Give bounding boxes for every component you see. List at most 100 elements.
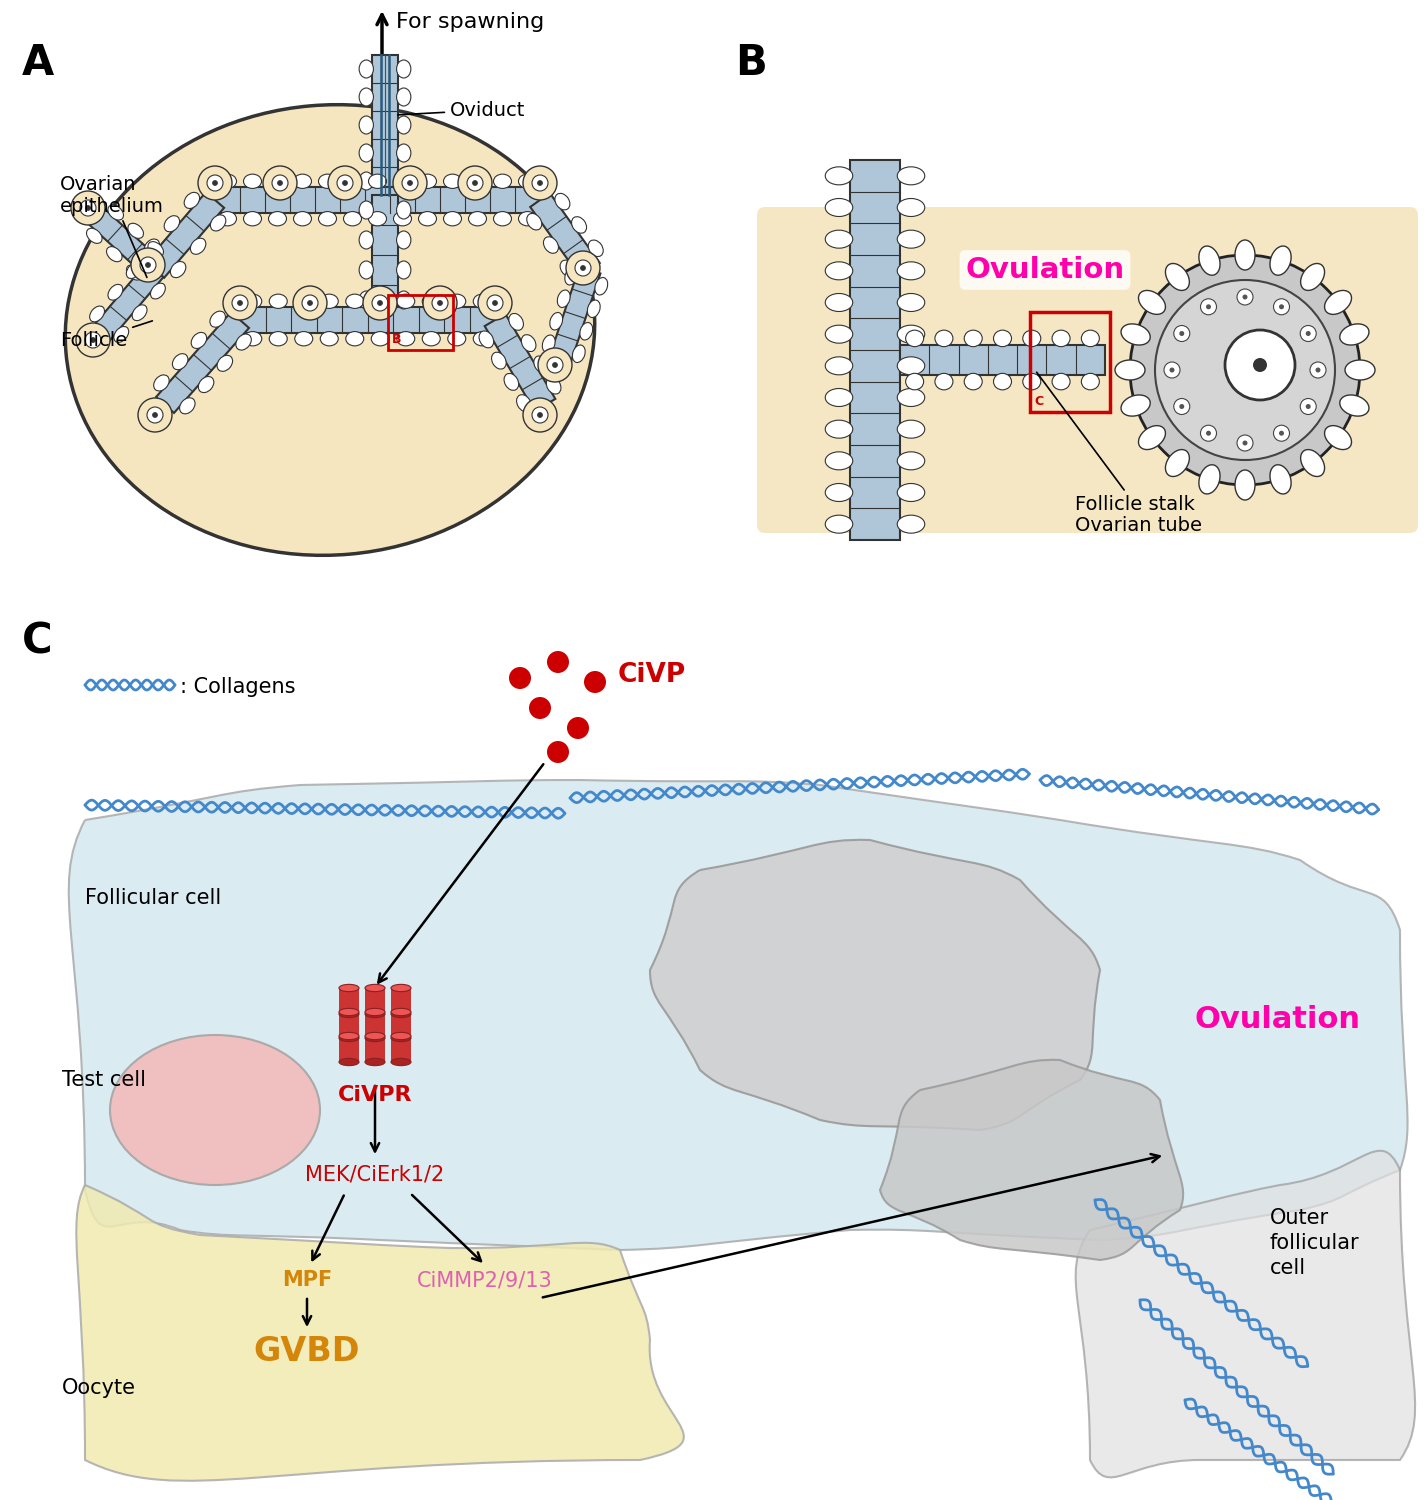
Circle shape bbox=[538, 348, 572, 382]
Ellipse shape bbox=[164, 216, 179, 232]
Ellipse shape bbox=[826, 262, 853, 280]
Ellipse shape bbox=[544, 237, 558, 254]
Ellipse shape bbox=[1270, 246, 1292, 274]
Ellipse shape bbox=[521, 334, 535, 351]
Circle shape bbox=[1243, 294, 1247, 300]
Ellipse shape bbox=[393, 211, 412, 226]
Circle shape bbox=[91, 338, 95, 342]
Circle shape bbox=[1179, 332, 1185, 336]
Text: C: C bbox=[1034, 394, 1044, 408]
Text: C: C bbox=[21, 620, 53, 662]
Bar bbox=[365, 1013, 384, 1038]
Ellipse shape bbox=[473, 332, 491, 346]
Ellipse shape bbox=[478, 332, 494, 348]
Circle shape bbox=[1173, 399, 1190, 414]
Ellipse shape bbox=[1081, 374, 1099, 390]
Ellipse shape bbox=[269, 211, 286, 226]
Circle shape bbox=[533, 176, 548, 190]
Text: Follicle: Follicle bbox=[60, 321, 152, 350]
Circle shape bbox=[224, 286, 256, 320]
Ellipse shape bbox=[897, 294, 924, 312]
Ellipse shape bbox=[580, 322, 592, 340]
Polygon shape bbox=[91, 262, 164, 342]
Ellipse shape bbox=[508, 314, 524, 330]
Circle shape bbox=[459, 166, 493, 200]
Circle shape bbox=[293, 286, 328, 320]
Ellipse shape bbox=[184, 192, 199, 208]
Circle shape bbox=[308, 300, 312, 306]
Ellipse shape bbox=[396, 231, 412, 249]
Ellipse shape bbox=[191, 238, 206, 255]
Ellipse shape bbox=[826, 452, 853, 470]
Ellipse shape bbox=[295, 332, 313, 346]
Circle shape bbox=[1279, 304, 1284, 309]
Ellipse shape bbox=[897, 262, 924, 280]
Polygon shape bbox=[530, 194, 600, 278]
Text: CiVPR: CiVPR bbox=[337, 1084, 413, 1106]
Circle shape bbox=[1200, 298, 1216, 315]
Ellipse shape bbox=[897, 198, 924, 216]
Ellipse shape bbox=[396, 116, 412, 134]
Text: Follicular cell: Follicular cell bbox=[85, 888, 221, 908]
Polygon shape bbox=[157, 312, 249, 413]
Circle shape bbox=[508, 668, 531, 688]
Ellipse shape bbox=[1121, 394, 1151, 416]
Ellipse shape bbox=[897, 326, 924, 344]
Ellipse shape bbox=[897, 420, 924, 438]
Ellipse shape bbox=[1346, 360, 1376, 380]
Ellipse shape bbox=[826, 357, 853, 375]
Ellipse shape bbox=[107, 246, 122, 261]
Ellipse shape bbox=[906, 374, 924, 390]
Ellipse shape bbox=[994, 374, 1011, 390]
Ellipse shape bbox=[343, 174, 362, 189]
Ellipse shape bbox=[543, 334, 555, 352]
Polygon shape bbox=[372, 195, 397, 315]
Ellipse shape bbox=[491, 352, 506, 369]
Ellipse shape bbox=[396, 60, 412, 78]
PathPatch shape bbox=[880, 1060, 1183, 1260]
Text: Follicle stalk: Follicle stalk bbox=[1037, 372, 1195, 514]
Ellipse shape bbox=[1340, 324, 1368, 345]
Ellipse shape bbox=[1165, 450, 1189, 477]
Text: Ovarian tube: Ovarian tube bbox=[1075, 516, 1202, 536]
Ellipse shape bbox=[218, 211, 236, 226]
Text: GVBD: GVBD bbox=[253, 1335, 360, 1368]
Circle shape bbox=[407, 180, 413, 186]
Text: : Collagens: : Collagens bbox=[179, 676, 296, 698]
Ellipse shape bbox=[179, 398, 195, 414]
Circle shape bbox=[152, 413, 158, 417]
Circle shape bbox=[1169, 368, 1175, 372]
Circle shape bbox=[232, 296, 248, 310]
Ellipse shape bbox=[320, 294, 339, 309]
Circle shape bbox=[584, 670, 607, 693]
Ellipse shape bbox=[517, 394, 531, 411]
Ellipse shape bbox=[198, 376, 214, 393]
Ellipse shape bbox=[964, 374, 983, 390]
Polygon shape bbox=[87, 207, 162, 278]
Ellipse shape bbox=[534, 356, 548, 374]
Ellipse shape bbox=[216, 356, 232, 372]
Circle shape bbox=[437, 300, 443, 306]
Ellipse shape bbox=[572, 345, 585, 363]
Ellipse shape bbox=[110, 1035, 320, 1185]
Circle shape bbox=[523, 398, 557, 432]
Ellipse shape bbox=[826, 514, 853, 532]
Circle shape bbox=[393, 166, 427, 200]
Text: CiVP: CiVP bbox=[618, 662, 686, 688]
PathPatch shape bbox=[77, 1185, 684, 1480]
Ellipse shape bbox=[244, 174, 262, 189]
Ellipse shape bbox=[154, 375, 169, 392]
Ellipse shape bbox=[127, 262, 141, 279]
Ellipse shape bbox=[359, 261, 373, 279]
Ellipse shape bbox=[87, 228, 103, 243]
Ellipse shape bbox=[359, 231, 373, 249]
Circle shape bbox=[537, 413, 543, 417]
Ellipse shape bbox=[392, 1011, 412, 1017]
Circle shape bbox=[206, 176, 224, 190]
Ellipse shape bbox=[1235, 470, 1255, 500]
Ellipse shape bbox=[365, 1035, 384, 1041]
Ellipse shape bbox=[550, 312, 562, 330]
Circle shape bbox=[567, 717, 590, 740]
Circle shape bbox=[547, 651, 570, 674]
Ellipse shape bbox=[1300, 264, 1324, 291]
